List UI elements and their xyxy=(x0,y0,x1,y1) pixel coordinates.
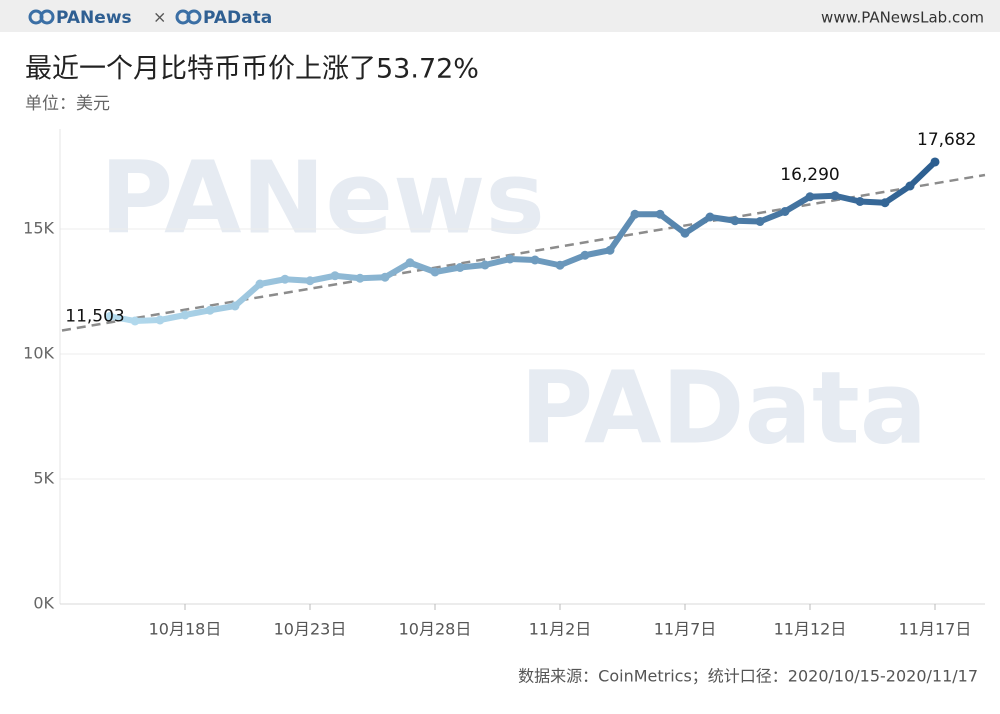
x-tick-label: 11月12日 xyxy=(774,620,847,639)
data-point xyxy=(730,216,740,226)
data-point xyxy=(555,260,565,270)
data-point xyxy=(105,311,115,321)
x-tick-label: 10月23日 xyxy=(274,620,347,639)
data-label: 11,503 xyxy=(65,306,124,326)
trend-line xyxy=(61,173,986,332)
y-tick-label: 15K xyxy=(23,219,54,238)
data-point xyxy=(530,255,540,265)
brand-right: PAData xyxy=(203,8,272,28)
data-point xyxy=(630,209,640,219)
data-point xyxy=(355,273,365,283)
data-point xyxy=(880,198,890,208)
data-point xyxy=(805,192,815,202)
data-point xyxy=(255,279,265,289)
source-note: 数据来源：CoinMetrics；统计口径：2020/10/15-2020/11… xyxy=(518,667,978,686)
data-point xyxy=(830,191,840,201)
data-point xyxy=(855,197,865,206)
data-point xyxy=(230,301,240,311)
data-point xyxy=(305,276,315,286)
data-point xyxy=(680,228,690,238)
data-point xyxy=(905,181,915,191)
x-tick-label: 11月2日 xyxy=(529,620,592,639)
data-point xyxy=(130,316,140,326)
data-point xyxy=(480,260,490,270)
data-point xyxy=(755,217,765,226)
data-point xyxy=(580,250,590,260)
logo-right xyxy=(175,9,202,25)
data-point xyxy=(380,272,390,282)
y-tick-label: 10K xyxy=(23,344,54,363)
data-point xyxy=(930,157,940,167)
data-point xyxy=(605,245,615,255)
data-point xyxy=(155,315,165,325)
site-url[interactable]: www.PANewsLab.com xyxy=(821,9,984,27)
brand-left: PANews xyxy=(56,8,132,28)
data-point xyxy=(505,254,515,264)
watermark: PANews xyxy=(100,139,545,256)
data-point xyxy=(655,209,665,219)
y-tick-label: 5K xyxy=(33,469,54,488)
data-label: 17,682 xyxy=(917,130,976,150)
x-tick-label: 11月17日 xyxy=(899,620,972,639)
data-point xyxy=(280,274,290,284)
data-point xyxy=(205,305,215,315)
data-point xyxy=(705,212,715,222)
watermark: PAData xyxy=(520,349,927,466)
data-label: 16,290 xyxy=(780,165,839,185)
data-point xyxy=(180,310,190,320)
data-point xyxy=(430,267,440,277)
chart-subtitle: 单位：美元 xyxy=(25,94,110,114)
data-point xyxy=(330,271,340,281)
x-tick-label: 10月18日 xyxy=(149,620,222,639)
y-tick-label: 0K xyxy=(33,594,54,613)
x-tick-label: 11月7日 xyxy=(654,620,717,639)
header-bar xyxy=(0,0,1000,32)
data-point xyxy=(405,258,415,268)
data-point xyxy=(455,263,465,272)
price-line xyxy=(107,158,938,324)
chart-title: 最近一个月比特币币价上涨了53.72% xyxy=(25,54,479,85)
x-tick-label: 10月28日 xyxy=(399,620,472,639)
logo-left xyxy=(28,9,55,25)
data-point xyxy=(780,207,790,216)
brand-sep: × xyxy=(153,8,166,27)
